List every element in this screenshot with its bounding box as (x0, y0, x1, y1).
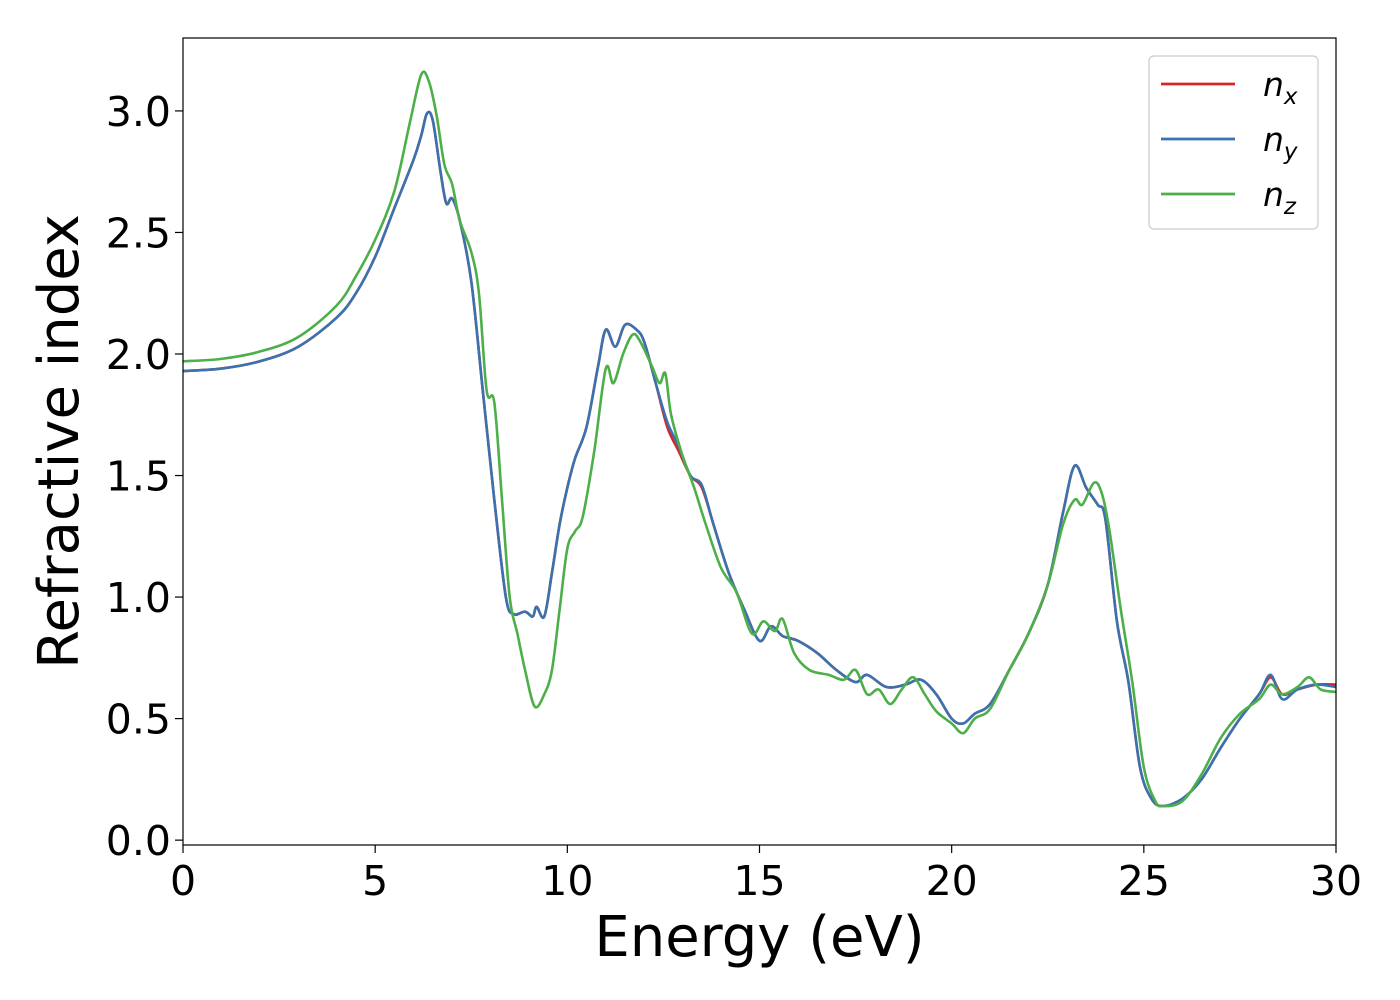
x-tick-label: 5 (362, 857, 388, 905)
x-tick-label: 15 (733, 857, 785, 905)
plot-area (183, 70, 1336, 808)
y-axis-label: Refractive index (27, 214, 92, 669)
legend-label-nx: nx (1263, 65, 1298, 110)
x-tick-label: 10 (541, 857, 593, 905)
legend: nx ny nz (1148, 55, 1319, 230)
x-tick-label: 25 (1118, 857, 1170, 905)
y-tick-label: 2.0 (106, 331, 171, 379)
x-axis-label: Energy (eV) (594, 905, 924, 970)
series-line-nz (183, 70, 1336, 808)
y-tick-label: 1.0 (106, 574, 171, 622)
x-tick-label: 20 (926, 857, 978, 905)
y-tick-label: 3.0 (106, 88, 171, 136)
legend-label-ny: ny (1263, 120, 1298, 165)
y-tick-label: 0.0 (106, 817, 171, 865)
series-line-ny (183, 110, 1336, 808)
x-tick-label: 30 (1310, 857, 1362, 905)
y-tick-label: 2.5 (106, 209, 171, 257)
legend-label-nz: nz (1263, 175, 1297, 220)
x-tick-label: 0 (170, 857, 196, 905)
axes: 0 5 10 15 20 25 30 0.0 0.5 1.0 1.5 2.0 2.5 3.0 (106, 37, 1362, 905)
y-tick-label: 1.5 (106, 453, 171, 501)
y-tick-label: 0.5 (106, 696, 171, 744)
legend-box (1148, 55, 1319, 230)
